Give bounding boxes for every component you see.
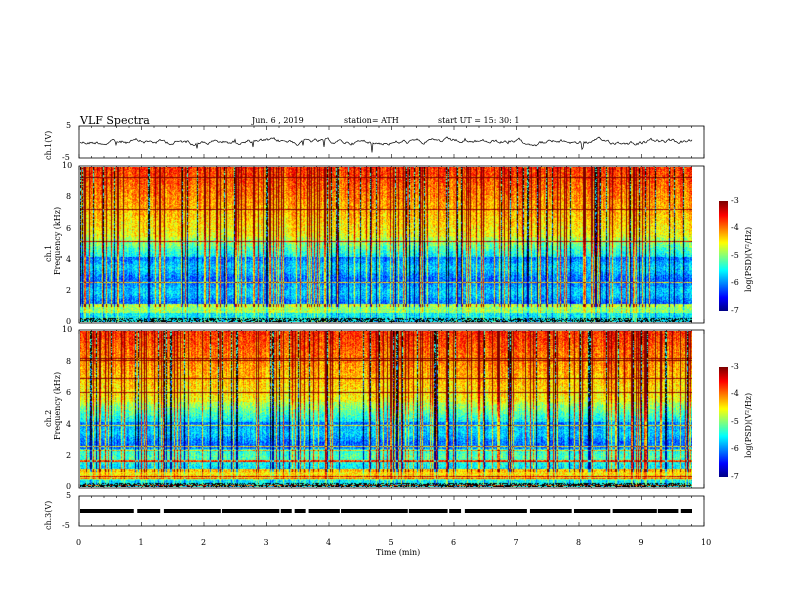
date-label: Jun. 6 , 2019	[252, 116, 304, 125]
x-tick-label: 7	[513, 538, 519, 547]
cbar1-tick: -6	[731, 278, 739, 287]
ch1-ylabel: ch.1(V)	[44, 130, 53, 160]
station-label: station= ATH	[344, 116, 399, 125]
spec1-ytick: 6	[66, 224, 72, 233]
cbar1-tick: -5	[731, 251, 739, 260]
ch3-signal-segment	[612, 509, 657, 513]
ch3-ytick: 5	[66, 491, 72, 500]
start-time-label: start UT = 15: 30: 1	[438, 116, 520, 125]
spec2-ytick: 10	[62, 325, 73, 334]
cbar2-label: log(PSD)(V²/Hz)	[744, 392, 753, 458]
ch2-colorbar	[719, 367, 728, 477]
x-tick-label: 8	[576, 538, 582, 547]
ch3-signal-segment	[308, 509, 340, 513]
spec2-ylabel-ch: ch.2	[44, 409, 53, 427]
ch3-signal-segment	[573, 509, 611, 513]
ch1-ytick: 5	[66, 121, 72, 130]
x-tick-label: 10	[701, 538, 712, 547]
ch3-waveform-line	[80, 509, 692, 513]
ch3-ytick: -5	[62, 521, 70, 530]
x-tick-label: 2	[201, 538, 207, 547]
ch3-signal-segment	[529, 509, 572, 513]
ch3-signal-segment	[221, 509, 280, 513]
ch3-signal-segment	[294, 509, 306, 513]
ch3-signal-segment	[341, 509, 408, 513]
ch3-signal-segment	[680, 509, 692, 513]
cbar2-tick: -4	[731, 389, 739, 398]
ch1-waveform-line	[79, 136, 693, 153]
ch1-ytick: -5	[62, 153, 70, 162]
ch1-waveform-path	[79, 136, 693, 153]
spec2-ylabel-freq: Frequency (kHz)	[53, 371, 62, 440]
ch3-signal-segment	[80, 509, 134, 513]
ch1-spectrogram	[80, 167, 692, 322]
ch2-spectrogram	[80, 331, 692, 487]
ch3-signal-segment	[137, 509, 161, 513]
ch1-colorbar	[719, 201, 728, 311]
spec2-ytick: 6	[66, 388, 72, 397]
cbar2-tick: -7	[731, 472, 739, 481]
x-axis-label: Time (min)	[376, 548, 421, 557]
spec1-ytick: 8	[66, 192, 72, 201]
spec1-ylabel-freq: Frequency (kHz)	[53, 206, 62, 275]
cbar1-label: log(PSD)(V²/Hz)	[744, 226, 753, 292]
x-tick-label: 5	[388, 538, 394, 547]
x-tick-label: 6	[451, 538, 457, 547]
cbar1-tick: -3	[731, 196, 739, 205]
spec1-ytick: 10	[62, 161, 73, 170]
ch3-signal-segment	[408, 509, 448, 513]
spec1-ytick: 2	[66, 286, 72, 295]
chart-title: VLF Spectra	[80, 114, 150, 127]
x-tick-label: 3	[263, 538, 269, 547]
spec2-ytick: 8	[66, 357, 72, 366]
cbar1-tick: -7	[731, 306, 739, 315]
cbar2-tick: -3	[731, 362, 739, 371]
ch3-signal-segment	[163, 509, 221, 513]
spec2-ytick: 4	[66, 420, 72, 429]
spec2-ytick: 2	[66, 451, 72, 460]
ch3-ylabel: ch.3(V)	[44, 500, 53, 530]
ch3-signal-segment	[280, 509, 292, 513]
spec1-ylabel-ch: ch.1	[44, 244, 53, 262]
x-tick-label: 4	[326, 538, 332, 547]
spec1-ytick: 0	[66, 317, 72, 326]
ch3-signal-segment	[657, 509, 679, 513]
ch1-waveform-frame	[78, 125, 705, 159]
ch3-signal-segment	[449, 509, 462, 513]
ch3-signal-segment	[464, 509, 527, 513]
cbar2-tick: -5	[731, 417, 739, 426]
cbar2-tick: -6	[731, 444, 739, 453]
spec2-ytick: 0	[66, 482, 72, 491]
x-tick-label: 9	[638, 538, 644, 547]
x-tick-label: 0	[76, 538, 82, 547]
cbar1-tick: -4	[731, 223, 739, 232]
spec1-ytick: 4	[66, 255, 72, 264]
x-tick-label: 1	[138, 538, 144, 547]
